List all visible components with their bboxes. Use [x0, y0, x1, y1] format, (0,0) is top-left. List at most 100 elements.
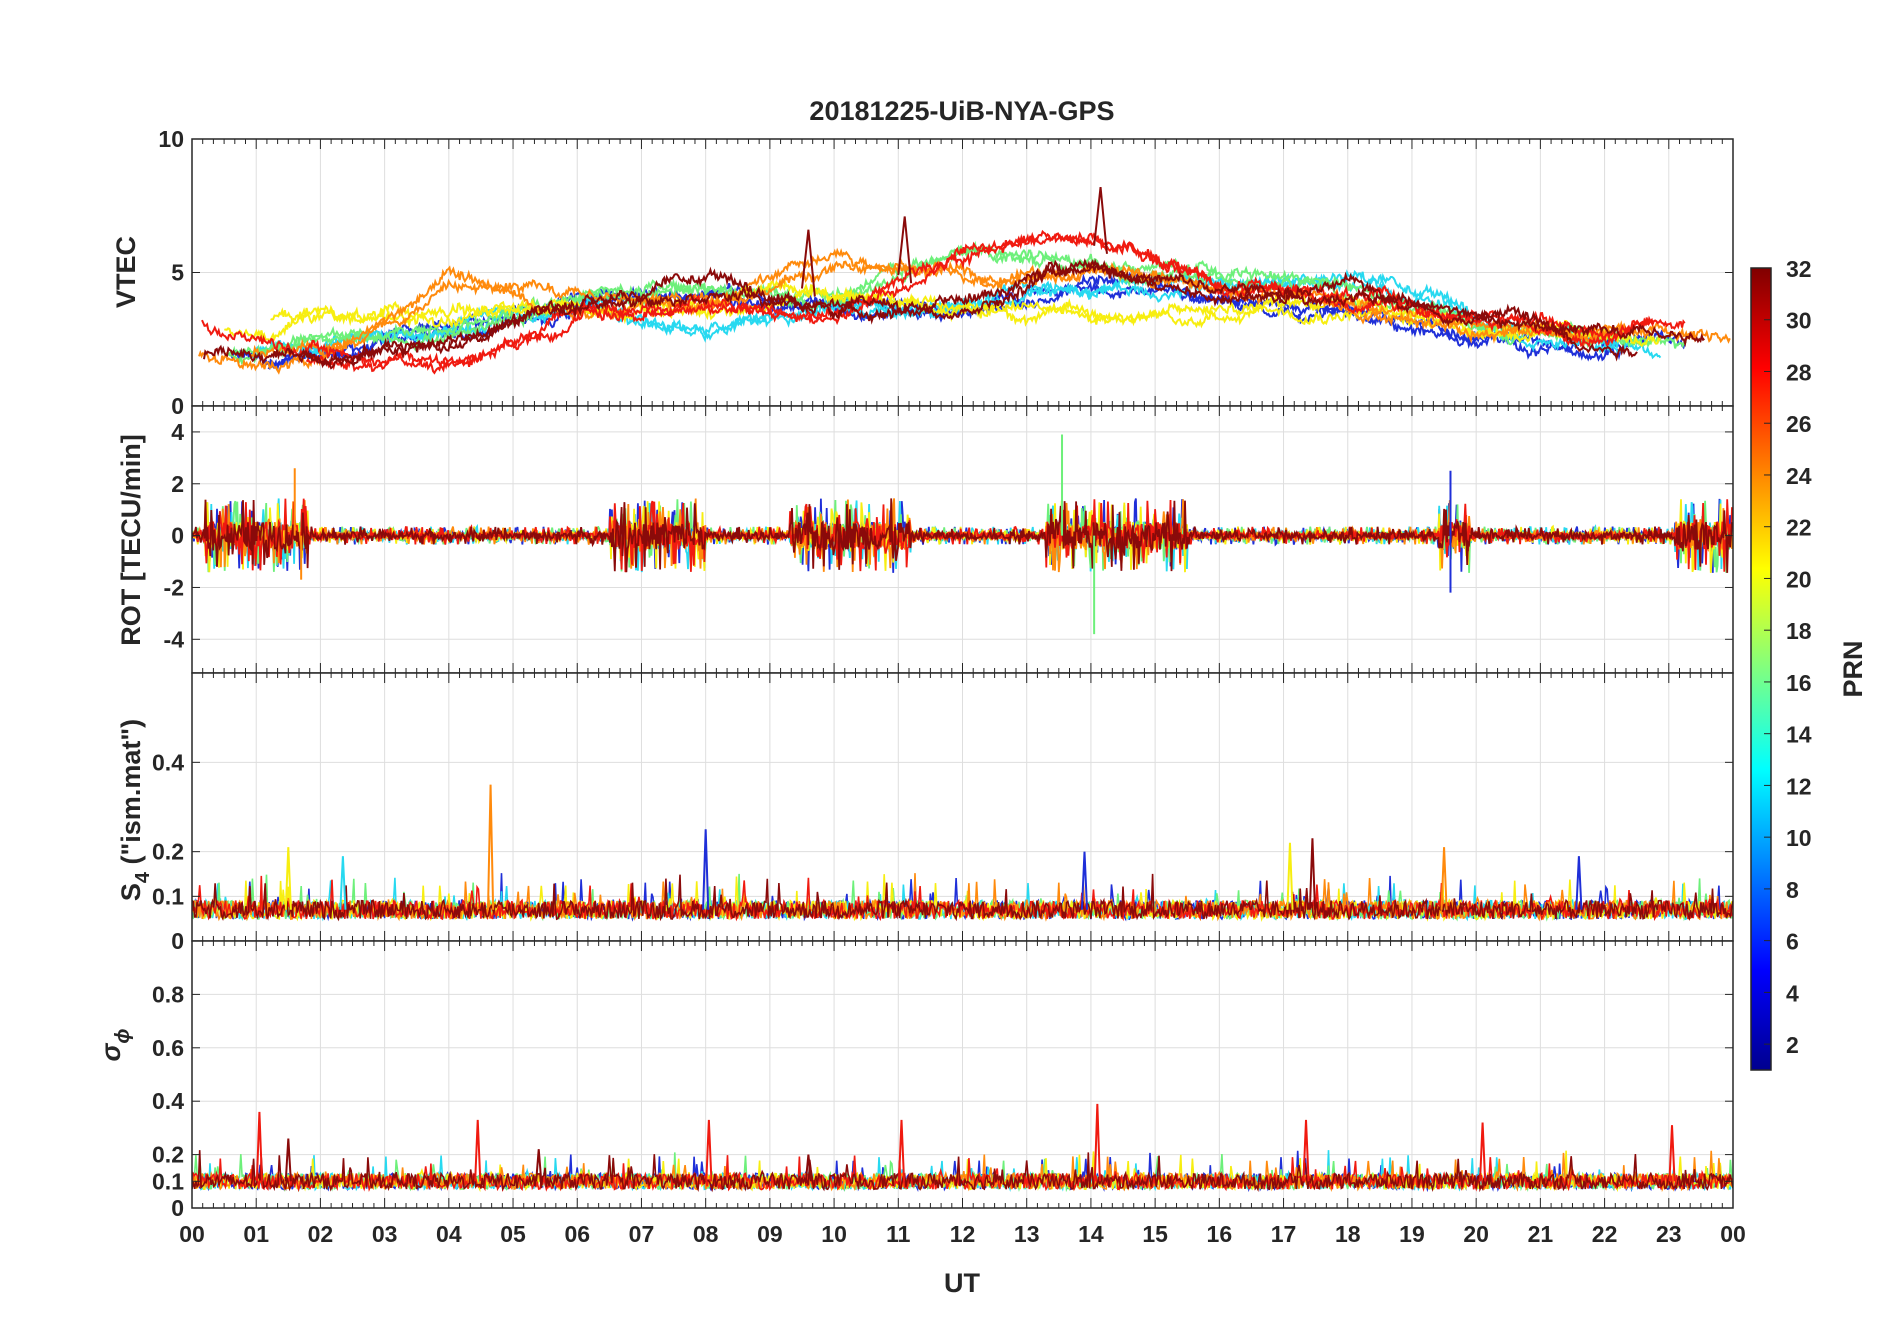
trace-group	[192, 784, 1733, 922]
sigma-ylabel-sub: ϕ	[112, 1028, 134, 1043]
colorbar-tick-label: 24	[1786, 463, 1812, 489]
y-tick-label: 0	[171, 523, 184, 549]
colorbar-tick-label: 20	[1786, 566, 1812, 592]
x-tick-label: 21	[1528, 1221, 1554, 1247]
spike	[705, 1119, 713, 1182]
s4-ylabel-tail: ("ism.mat")	[116, 719, 146, 872]
x-tick-label: 19	[1399, 1221, 1425, 1247]
y-tick-label: 0	[171, 1195, 184, 1221]
rot-trace-darkred	[192, 498, 1733, 573]
vtec-trace-orange	[250, 256, 1635, 359]
x-tick-label: 11	[886, 1221, 911, 1247]
colorbar-tick-label: 32	[1786, 256, 1812, 282]
y-tick-label: 0.4	[152, 1088, 184, 1114]
s4-panel: 0 0.1 0.2 0.4	[152, 672, 1734, 954]
colorbar-gradient	[1750, 267, 1772, 1071]
spike	[1668, 1125, 1676, 1182]
y-tick-label: 4	[171, 419, 184, 445]
x-tick-label: 10	[821, 1221, 847, 1247]
x-tick-label: 23	[1656, 1221, 1682, 1247]
x-tick-label: 02	[308, 1221, 334, 1247]
trace-red	[192, 875, 1733, 922]
spike	[1302, 1119, 1310, 1182]
trace-group	[192, 434, 1733, 635]
spike	[1479, 1122, 1487, 1182]
chart-title: 20181225-UiB-NYA-GPS	[809, 96, 1114, 126]
x-tick-label: 07	[629, 1221, 655, 1247]
trace-group	[192, 1103, 1733, 1193]
sigma-ylabel: σϕ	[96, 1028, 134, 1061]
colorbar-tick-label: 12	[1786, 773, 1812, 799]
spike	[339, 856, 347, 910]
x-tick-label: 16	[1207, 1221, 1233, 1247]
spike	[284, 847, 292, 910]
y-tick-label: 10	[158, 126, 184, 152]
rot-panel: -4 -2 0 2 4	[164, 405, 1734, 674]
rot-ylabel: ROT [TECU/min]	[116, 434, 146, 645]
spike	[474, 1119, 482, 1182]
y-tick-label: 0	[171, 393, 184, 419]
y-tick-label: 0.4	[152, 749, 184, 775]
y-tick-label: 0.6	[152, 1035, 184, 1061]
colorbar-tick-label: 22	[1786, 515, 1812, 541]
colorbar-tick-label: 14	[1786, 722, 1812, 748]
trace-group	[198, 186, 1731, 375]
y-tick-label: 5	[171, 260, 184, 286]
y-tick-label: -2	[164, 574, 184, 600]
spike	[1093, 1103, 1101, 1182]
vtec-trace-darkred	[203, 257, 1638, 370]
x-tick-label: 08	[693, 1221, 719, 1247]
spike	[487, 784, 495, 910]
y-tick-label: 2	[171, 471, 184, 497]
vtec-peak	[800, 229, 816, 297]
trace-darkred	[192, 873, 1733, 922]
x-tick-label: 20	[1463, 1221, 1489, 1247]
x-tick-label: 05	[500, 1221, 526, 1247]
trace-orange	[192, 873, 1733, 922]
s4-ylabel-sub: 4	[132, 871, 154, 883]
sigma-phi-panel: 00.10.2 0.4 0.6 0.8 00 01 02 03 04 05 06 07 08 09 10 11…	[152, 940, 1746, 1247]
x-tick-label: 17	[1271, 1221, 1297, 1247]
x-tick-label: 06	[564, 1221, 590, 1247]
x-tick-label: 04	[436, 1221, 462, 1247]
spike	[1440, 847, 1448, 910]
sigma-ylabel-main: σ	[96, 1043, 126, 1062]
colorbar-tick-label: 4	[1786, 980, 1799, 1006]
y-tick-label: 0	[171, 928, 184, 954]
vtec-ylabel: VTEC	[111, 236, 141, 308]
colorbar-tick-label: 28	[1786, 359, 1812, 385]
spike	[702, 829, 710, 910]
x-tick-label: 00	[1720, 1221, 1746, 1247]
x-tick-label: 14	[1078, 1221, 1104, 1247]
s4-ylabel-main: S	[116, 883, 146, 901]
spike	[804, 1154, 812, 1182]
vtec-panel: 0 5 10	[158, 126, 1734, 419]
colorbar-label: PRN	[1838, 640, 1868, 697]
x-tick-label: 13	[1014, 1221, 1040, 1247]
colorbar-tick-label: 26	[1786, 411, 1812, 437]
x-tick-label: 12	[950, 1221, 976, 1247]
vtec-peak	[897, 216, 913, 284]
colorbar-tick-label: 18	[1786, 618, 1812, 644]
colorbar-tick-label: 2	[1786, 1032, 1799, 1058]
x-tick-label: 01	[243, 1221, 269, 1247]
colorbar-tick-label: 10	[1786, 825, 1812, 851]
spike	[255, 1111, 263, 1182]
vtec-trace-green	[225, 240, 1687, 361]
y-tick-label: 0.1	[152, 1168, 184, 1194]
spike	[1080, 851, 1089, 910]
y-tick-label: 0.2	[152, 1142, 184, 1168]
x-tick-label: 18	[1335, 1221, 1361, 1247]
x-tick-label: 03	[372, 1221, 398, 1247]
spike	[1286, 842, 1294, 910]
x-tick-label: 15	[1142, 1221, 1168, 1247]
spike	[1575, 856, 1583, 910]
trace-darkred	[192, 1150, 1733, 1193]
spike	[897, 1119, 906, 1182]
colorbar-tick-label: 30	[1786, 308, 1812, 334]
x-tick-label: 09	[757, 1221, 783, 1247]
x-tick-label: 00	[179, 1221, 205, 1247]
